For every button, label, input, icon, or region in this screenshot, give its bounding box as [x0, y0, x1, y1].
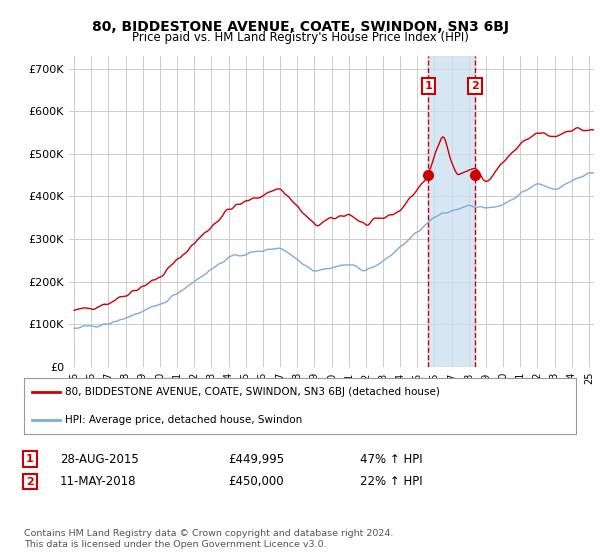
Bar [428, 56, 475, 367]
Text: Price paid vs. HM Land Registry's House Price Index (HPI): Price paid vs. HM Land Registry's House … [131, 31, 469, 44]
Text: 2: 2 [471, 81, 479, 91]
Text: HPI: Average price, detached house, Swindon: HPI: Average price, detached house, Swin… [65, 415, 302, 425]
Text: 2: 2 [26, 477, 34, 487]
Text: £449,995: £449,995 [228, 452, 284, 466]
Text: 1: 1 [425, 81, 433, 91]
Text: 80, BIDDESTONE AVENUE, COATE, SWINDON, SN3 6BJ (detached house): 80, BIDDESTONE AVENUE, COATE, SWINDON, S… [65, 387, 440, 397]
Text: 80, BIDDESTONE AVENUE, COATE, SWINDON, SN3 6BJ: 80, BIDDESTONE AVENUE, COATE, SWINDON, S… [91, 20, 509, 34]
Text: 47% ↑ HPI: 47% ↑ HPI [360, 452, 422, 466]
Text: Contains HM Land Registry data © Crown copyright and database right 2024.
This d: Contains HM Land Registry data © Crown c… [24, 529, 394, 549]
Text: £450,000: £450,000 [228, 475, 284, 488]
Text: 22% ↑ HPI: 22% ↑ HPI [360, 475, 422, 488]
Text: 1: 1 [26, 454, 34, 464]
Text: 11-MAY-2018: 11-MAY-2018 [60, 475, 137, 488]
Text: 28-AUG-2015: 28-AUG-2015 [60, 452, 139, 466]
